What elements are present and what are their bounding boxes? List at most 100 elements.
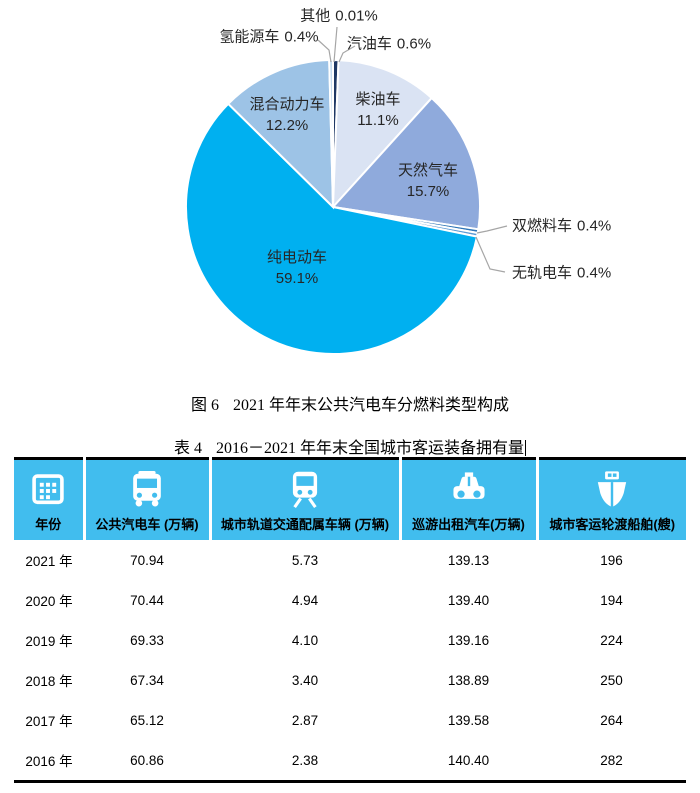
- pie-slice-6: [226, 59, 335, 210]
- leader-line-trolleybus: [475, 236, 506, 273]
- cell-bus: 70.94: [130, 552, 164, 568]
- table-row: 2021 年 70.94 5.73 139.13 196: [14, 540, 686, 580]
- pie-label-electric-pct: 59.1%: [275, 270, 319, 287]
- cell-rail: 2.38: [291, 752, 319, 768]
- pie-label-trolleybus: 无轨电车 0.4%: [512, 263, 611, 284]
- cell-bus: 65.12: [130, 712, 164, 728]
- table-row: 2020 年 70.44 4.94 139.40 194: [14, 580, 686, 620]
- pie-label-electric-name: 纯电动车: [266, 249, 328, 266]
- pie-label-dual-fuel: 双燃料车 0.4%: [512, 216, 611, 237]
- pie-label-natural-gas-pct: 15.7%: [406, 183, 450, 200]
- column-header-year-label: 年份: [35, 517, 62, 532]
- cell-bus: 70.44: [130, 592, 164, 608]
- cell-rail: 3.40: [291, 672, 319, 688]
- table-caption-text: 2016－2021 年年末全国城市客运装备拥有量: [216, 440, 525, 457]
- taxi-icon: [452, 472, 485, 499]
- pie-label-hybrid: 混合动力车 12.2%: [249, 94, 324, 136]
- ship-icon: [598, 471, 627, 507]
- pie-label-hydrogen: 氢能源车 0.4%: [219, 27, 318, 48]
- column-header-rail: 城市轨道交通配属车辆 (万辆): [210, 458, 402, 540]
- leader-line-other: [333, 26, 338, 63]
- pie-label-other-pct: 0.01%: [335, 7, 378, 25]
- pie-label-gasoline-name: 汽油车: [346, 35, 392, 53]
- pie-label-hybrid-name: 混合动力车: [249, 96, 325, 113]
- pie-label-electric: 纯电动车 59.1%: [267, 247, 327, 289]
- column-header-year: 年份: [14, 458, 86, 540]
- pie-label-hydrogen-name: 氢能源车: [219, 28, 280, 46]
- column-header-rail-label: 城市轨道交通配属车辆 (万辆): [220, 517, 390, 532]
- table-caption[interactable]: 表 4 2016－2021 年年末全国城市客运装备拥有量: [0, 434, 700, 458]
- cell-taxi: 139.13: [447, 552, 490, 568]
- pie-label-dual-fuel-name: 双燃料车: [512, 217, 573, 235]
- table-row: 2016 年 60.86 2.38 140.40 282: [14, 740, 686, 782]
- cell-ferry: 250: [600, 672, 623, 688]
- column-header-taxi-label: 巡游出租汽车(万辆): [412, 517, 525, 532]
- cell-year: 2017 年: [25, 714, 73, 729]
- cell-rail: 2.87: [291, 712, 319, 728]
- pie-label-other-name: 其他: [300, 7, 331, 25]
- pie-label-other: 其他 0.01%: [300, 6, 378, 27]
- pie-label-diesel-name: 柴油车: [355, 91, 401, 108]
- pie-label-natural-gas: 天然气车 15.7%: [398, 160, 458, 202]
- pie-label-trolleybus-name: 无轨电车: [512, 264, 573, 282]
- cell-year: 2020 年: [25, 594, 73, 609]
- pie-slice-1: [331, 59, 434, 210]
- fuel-type-pie-figure: 其他 0.01% 氢能源车 0.4% 汽油车 0.6% 柴油车 11.1% 混合动力车…: [0, 0, 700, 380]
- cell-taxi: 139.16: [447, 632, 490, 648]
- pie-label-natural-gas-name: 天然气车: [397, 162, 459, 179]
- pie-slice-2: [331, 96, 481, 231]
- cell-bus: 69.33: [130, 632, 164, 648]
- column-header-taxi: 巡游出租汽车(万辆): [400, 458, 539, 540]
- tram-icon: [292, 471, 318, 508]
- cell-taxi: 138.89: [447, 672, 490, 688]
- pie-slice-5: [185, 102, 479, 355]
- cell-bus: 60.86: [130, 752, 164, 768]
- table-row: 2017 年 65.12 2.87 139.58 264: [14, 700, 686, 740]
- figure-caption-text: 2021 年年末公共汽电车分燃料类型构成: [233, 397, 510, 414]
- pie-slices: [185, 58, 481, 355]
- pie-label-trolleybus-pct: 0.4%: [577, 264, 612, 282]
- pie-label-gasoline: 汽油车 0.6%: [347, 34, 431, 55]
- table-row: 2018 年 67.34 3.40 138.89 250: [14, 660, 686, 700]
- cell-year: 2016 年: [25, 754, 73, 769]
- calendar-icon: [32, 474, 64, 505]
- cell-year: 2018 年: [25, 674, 73, 689]
- column-header-bus: 公共汽电车 (万辆): [84, 458, 212, 540]
- cell-year: 2021 年: [25, 554, 73, 569]
- pie-label-gasoline-pct: 0.6%: [396, 35, 432, 53]
- pie-label-diesel-pct: 11.1%: [357, 112, 399, 129]
- pie-label-hydrogen-pct: 0.4%: [284, 28, 319, 46]
- cell-ferry: 196: [600, 552, 623, 568]
- column-header-bus-label: 公共汽电车 (万辆): [95, 517, 199, 532]
- cell-taxi: 140.40: [447, 752, 490, 768]
- leader-line-hydrogen: [317, 39, 332, 63]
- leader-line-dualfuel: [476, 225, 508, 234]
- cell-rail: 5.73: [291, 552, 319, 568]
- cell-ferry: 224: [600, 632, 623, 648]
- bus-icon: [133, 471, 161, 507]
- figure-caption-number: 图 6: [190, 397, 219, 414]
- pie-chart: [185, 26, 508, 355]
- text-cursor: [525, 440, 527, 456]
- leader-line-gasoline: [338, 45, 356, 63]
- cell-rail: 4.10: [291, 632, 319, 648]
- cell-ferry: 282: [600, 752, 623, 768]
- table-caption-number: 表 4: [173, 440, 202, 457]
- column-header-ferry-label: 城市客运轮渡船舶(艘): [549, 517, 676, 532]
- cell-ferry: 264: [600, 712, 623, 728]
- table-header-row: 年份 公共汽电车 (万辆): [14, 458, 686, 540]
- pie-label-hybrid-pct: 12.2%: [265, 117, 309, 134]
- cell-taxi: 139.40: [447, 592, 490, 608]
- cell-year: 2019 年: [25, 634, 73, 649]
- cell-bus: 67.34: [130, 672, 164, 688]
- pie-label-dual-fuel-pct: 0.4%: [577, 217, 612, 235]
- figure-caption: 图 6 2021 年年末公共汽电车分燃料类型构成: [0, 391, 700, 415]
- cell-rail: 4.94: [291, 592, 319, 608]
- pie-label-diesel: 柴油车 11.1%: [355, 89, 400, 131]
- cell-ferry: 194: [600, 592, 623, 608]
- leader-lines: [317, 26, 508, 273]
- cell-taxi: 139.58: [447, 712, 490, 728]
- column-header-ferry: 城市客运轮渡船舶(艘): [537, 458, 686, 540]
- urban-passenger-equipment-table: 年份 公共汽电车 (万辆): [14, 457, 686, 783]
